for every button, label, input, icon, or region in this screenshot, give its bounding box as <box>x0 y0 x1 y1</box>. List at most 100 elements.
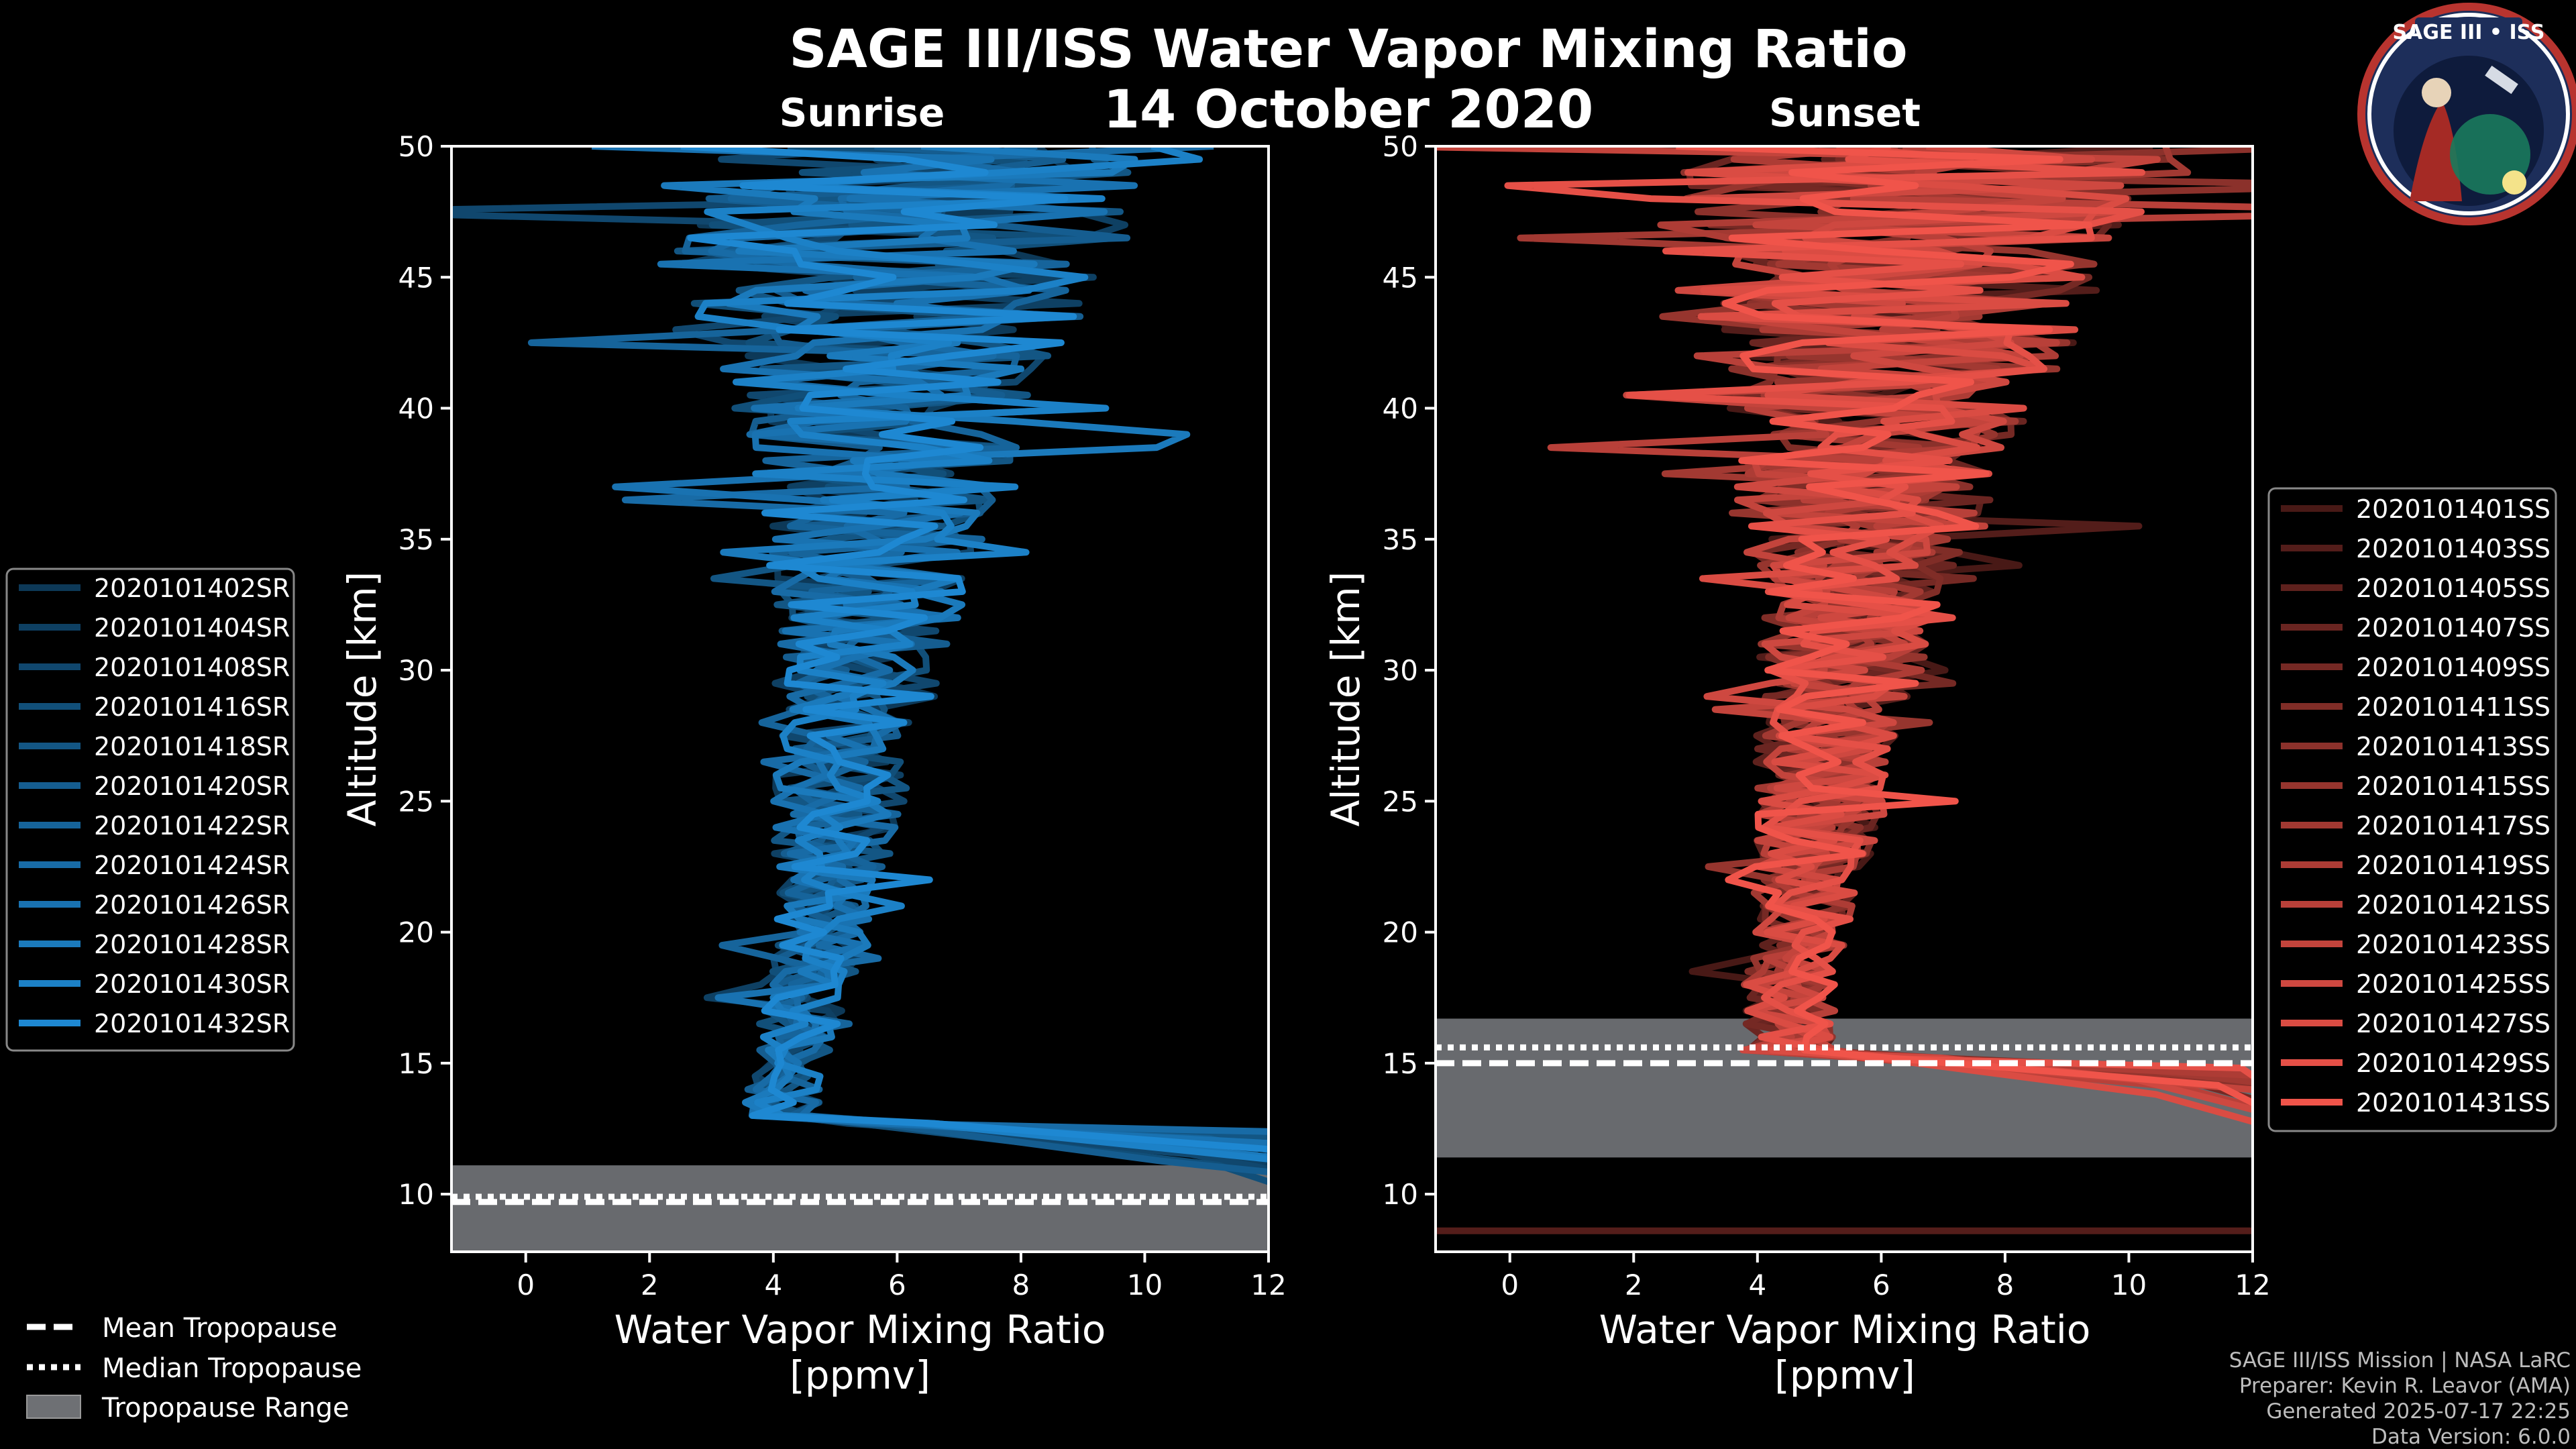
sunset-legend: 2020101401SS 2020101403SS 2020101405SS 2020… <box>2267 487 2557 1132</box>
sage-iii-iss-mission-badge: SAGE III • ISS <box>2357 3 2576 225</box>
sunset-y-tick-label: 40 <box>1383 392 1418 425</box>
sunset-profile-2020101425SS <box>1674 146 2253 1114</box>
sunrise-legend-label: 2020101408SR <box>94 653 290 682</box>
sunrise-panel: 0 2 4 6 8 10 12 10 15 20 25 30 35 40 45 50 Altitude [km… <box>339 130 1287 1398</box>
sunset-y-tick-label: 35 <box>1383 523 1418 556</box>
sunset-x-tick-label: 4 <box>1748 1269 1766 1301</box>
sunset-legend-box <box>2267 487 2557 1132</box>
mean-tropopause-label: Mean Tropopause <box>102 1313 337 1344</box>
figure-date: 14 October 2020 <box>1104 80 1594 140</box>
sunrise-x-label-line1: Water Vapor Mixing Ratio <box>614 1307 1106 1352</box>
tropopause-legend: Mean Tropopause Median Tropopause Tropop… <box>26 1313 362 1424</box>
sunrise-legend-label: 2020101424SR <box>94 851 290 880</box>
credits-block: SAGE III/ISS Mission | NASA LaRC Prepare… <box>2229 1348 2571 1449</box>
tropopause-range-swatch <box>26 1395 81 1419</box>
sunrise-profile-2020101432SR <box>680 146 1269 1153</box>
sunset-legend-label: 2020101409SS <box>2356 653 2551 682</box>
sage-head-icon <box>2422 78 2451 107</box>
sunset-y-tick-label: 25 <box>1383 785 1418 818</box>
sunrise-profile-2020101430SR <box>694 146 1269 1163</box>
sunrise-legend-label: 2020101418SR <box>94 732 290 761</box>
sunset-ticks: 0 2 4 6 8 10 12 10 15 20 25 30 35 40 45 50 <box>1383 130 2271 1301</box>
sunset-x-tick-label: 6 <box>1872 1269 1890 1301</box>
sunset-x-tick-label: 10 <box>2111 1269 2147 1301</box>
sunset-legend-label: 2020101415SS <box>2356 771 2551 801</box>
sunset-x-label-line1: Water Vapor Mixing Ratio <box>1599 1307 2091 1352</box>
sunset-y-label: Altitude [km] <box>1323 572 1368 826</box>
sunset-y-tick-label: 10 <box>1383 1178 1418 1211</box>
sunrise-legend-label: 2020101416SR <box>94 692 290 722</box>
sunset-legend-label: 2020101419SS <box>2356 851 2551 880</box>
sunrise-y-tick-label: 10 <box>398 1178 434 1211</box>
sunrise-legend-label: 2020101432SR <box>94 1009 290 1038</box>
sunset-legend-label: 2020101423SS <box>2356 930 2551 959</box>
sunrise-legend-label: 2020101422SR <box>94 811 290 841</box>
sunset-legend-label: 2020101411SS <box>2356 692 2551 722</box>
sunset-legend-label: 2020101413SS <box>2356 732 2551 761</box>
sunset-legend-label: 2020101401SS <box>2356 494 2551 524</box>
sunrise-legend-box <box>5 568 295 1052</box>
sunset-x-tick-label: 2 <box>1625 1269 1643 1301</box>
credit-line-1: SAGE III/ISS Mission | NASA LaRC <box>2229 1348 2571 1373</box>
figure-title: SAGE III/ISS Water Vapor Mixing Ratio <box>789 19 1907 80</box>
sunrise-ticks: 0 2 4 6 8 10 12 10 15 20 25 30 35 40 45 50 <box>398 130 1287 1301</box>
sunrise-legend-label: 2020101428SR <box>94 930 290 959</box>
sunset-profile-2020101431SS <box>1676 146 2253 1107</box>
sunrise-y-tick-label: 30 <box>398 654 434 687</box>
sunrise-legend-label: 2020101426SR <box>94 890 290 920</box>
sunrise-axes-frame <box>450 145 1270 1253</box>
sunset-y-tick-label: 50 <box>1383 130 1418 163</box>
credit-line-3: Generated 2025-07-17 22:25 <box>2266 1399 2571 1424</box>
sunrise-plot-area <box>451 146 1269 1252</box>
badge-title-plate <box>2415 17 2522 46</box>
sunrise-panel-title: Sunrise <box>780 90 945 136</box>
sunset-x-label-line2: [ppmv] <box>1774 1352 1915 1398</box>
sunrise-x-tick-label: 0 <box>517 1269 535 1301</box>
sunrise-x-tick-label: 2 <box>641 1269 659 1301</box>
sunrise-legend-label: 2020101430SR <box>94 969 290 999</box>
space-station-icon <box>2485 65 2518 95</box>
sunset-panel-title: Sunset <box>1769 90 1921 136</box>
sunset-y-tick-label: 20 <box>1383 916 1418 949</box>
sunrise-y-tick-label: 20 <box>398 916 434 949</box>
sunrise-legend-label: 2020101404SR <box>94 613 290 643</box>
sunrise-legend-label: 2020101420SR <box>94 771 290 801</box>
sunrise-legend: 2020101402SR 2020101404SR 2020101408SR 2020… <box>5 568 295 1052</box>
sunset-legend-label: 2020101417SS <box>2356 811 2551 841</box>
sunset-legend-label: 2020101405SS <box>2356 574 2551 603</box>
credit-line-4: Data Version: 6.0.0 <box>2371 1425 2571 1449</box>
sage-figure-icon <box>2410 101 2462 201</box>
sunset-legend-label: 2020101431SS <box>2356 1088 2551 1118</box>
sunrise-x-tick-label: 10 <box>1127 1269 1163 1301</box>
sunrise-legend-label: 2020101402SR <box>94 574 290 603</box>
sunrise-y-tick-label: 45 <box>398 261 434 294</box>
sunrise-y-tick-label: 15 <box>398 1047 434 1080</box>
sunrise-y-tick-label: 35 <box>398 523 434 556</box>
sunrise-x-tick-label: 8 <box>1012 1269 1030 1301</box>
sunset-x-tick-label: 8 <box>1996 1269 2015 1301</box>
badge-inner-ring <box>2367 13 2570 215</box>
sunset-y-tick-label: 45 <box>1383 261 1418 294</box>
sunset-x-tick-label: 12 <box>2235 1269 2270 1301</box>
sunset-y-tick-label: 15 <box>1383 1047 1418 1080</box>
sunrise-x-label-line2: [ppmv] <box>790 1352 930 1398</box>
sunrise-tropopause-range-band <box>451 1165 1269 1252</box>
sunrise-x-tick-label: 4 <box>764 1269 782 1301</box>
sunset-legend-label: 2020101403SS <box>2356 534 2551 564</box>
sunset-legend-label: 2020101407SS <box>2356 613 2551 643</box>
badge-title: SAGE III • ISS <box>2393 21 2545 44</box>
sunrise-y-label: Altitude [km] <box>339 572 385 826</box>
sunset-axes-frame <box>1434 145 2254 1253</box>
sunrise-y-tick-label: 25 <box>398 785 434 818</box>
sunrise-x-tick-label: 6 <box>888 1269 906 1301</box>
sunset-legend-label: 2020101421SS <box>2356 890 2551 920</box>
sunrise-y-tick-label: 40 <box>398 392 434 425</box>
sunset-plot-area <box>1436 146 2253 1234</box>
sunset-legend-label: 2020101429SS <box>2356 1049 2551 1078</box>
sunrise-y-tick-label: 50 <box>398 130 434 163</box>
sunset-profile-2020101429SS <box>1504 146 2253 1080</box>
credit-line-2: Preparer: Kevin R. Leavor (AMA) <box>2239 1374 2571 1398</box>
median-tropopause-label: Median Tropopause <box>102 1353 362 1384</box>
tropopause-range-label: Tropopause Range <box>101 1393 350 1424</box>
